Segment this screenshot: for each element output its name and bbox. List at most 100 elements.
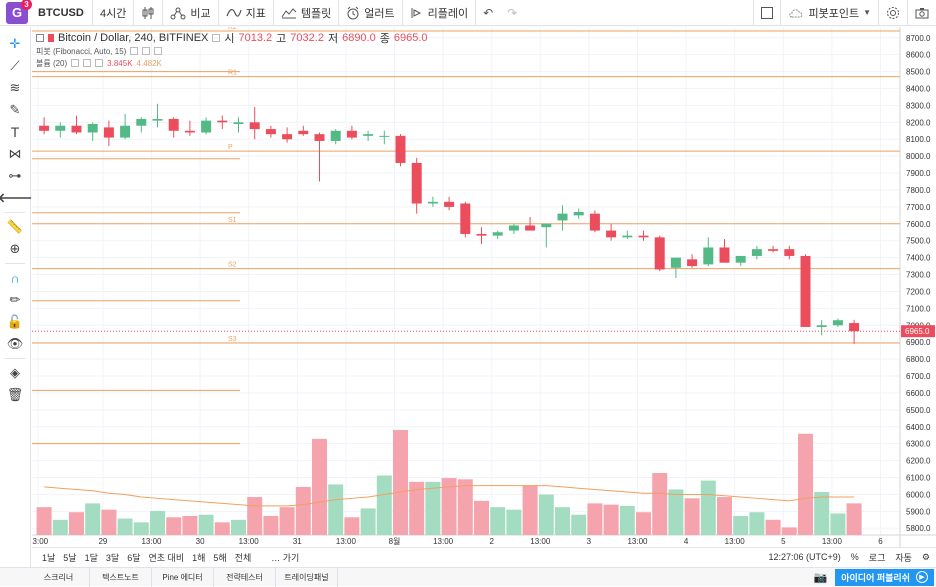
candle-body — [832, 320, 843, 326]
candle — [201, 117, 212, 135]
user-avatar-button[interactable]: G 3 — [6, 0, 32, 24]
magnet-tool[interactable]: ∩ — [0, 267, 30, 289]
pivot-indicator-label[interactable]: 피봇 (Fibonacci, Auto, 15) — [36, 46, 127, 56]
auto-toggle[interactable]: 자동 — [895, 552, 912, 563]
candle — [751, 245, 762, 260]
tab-text-notes[interactable]: 텍스트노트 — [90, 567, 152, 587]
zoom-tool[interactable]: ⊕ — [0, 238, 30, 260]
remove-tool[interactable]: 🗑 — [0, 384, 30, 406]
time-tick-label: 4 — [684, 537, 689, 546]
redo-button[interactable]: ↷ — [500, 0, 524, 26]
range-1m[interactable]: 1달 — [84, 552, 98, 563]
interval-button[interactable]: 4시간 — [92, 0, 133, 26]
volume-bar — [69, 512, 84, 535]
clock-time[interactable]: 12:27:06 (UTC+9) — [768, 552, 841, 562]
undo-button[interactable]: ↶ — [475, 0, 500, 26]
ruler-tool[interactable]: 📏 — [0, 216, 30, 238]
settings-button[interactable] — [878, 0, 907, 26]
candle — [476, 227, 487, 245]
stay-drawing-tool[interactable]: ✏ — [0, 289, 30, 311]
prediction-tool[interactable]: ⊶ — [0, 165, 30, 187]
templates-button[interactable]: 템플릿 — [272, 0, 338, 26]
object-tree-tool[interactable]: ◈ — [0, 362, 30, 384]
fullscreen-button[interactable] — [753, 0, 780, 26]
hide-tool[interactable]: 👁 — [0, 333, 30, 355]
gear-icon[interactable]: ⚙ — [921, 551, 930, 562]
candle — [784, 245, 795, 260]
tab-strategy-tester[interactable]: 전략테스터 — [214, 567, 276, 587]
volume-bar — [344, 517, 360, 535]
notification-badge: 3 — [21, 0, 32, 10]
volume-ma-value: 4.482K — [136, 58, 162, 68]
chart-type-button[interactable] — [133, 0, 162, 26]
tab-trading-panel[interactable]: 트레이딩패널 — [276, 567, 338, 587]
candle-body — [784, 249, 795, 256]
price-tick-label: 7500.0 — [906, 237, 931, 246]
tab-pine-editor[interactable]: Pine 에디터 — [152, 567, 214, 587]
volume-bar — [457, 479, 473, 535]
volume-bar — [85, 503, 101, 535]
log-toggle[interactable]: 로그 — [868, 552, 886, 563]
volume-bar — [117, 518, 133, 535]
text-tool[interactable]: T — [0, 121, 30, 143]
last-price-label: 6965.0 — [905, 327, 930, 336]
time-tick-label: 13:00 — [239, 537, 260, 546]
candle-body — [87, 124, 98, 133]
tab-screener[interactable]: 스크리너 — [28, 567, 90, 587]
percent-toggle[interactable]: % — [850, 552, 859, 562]
fib-tool[interactable]: ≋ — [0, 77, 30, 99]
close-value: 6965.0 — [393, 32, 428, 44]
trendline-tool[interactable]: ⟋ — [0, 55, 30, 77]
back-tool[interactable]: 🡐 — [0, 187, 33, 209]
layout-save-button[interactable]: 피봇포인트 ▼ — [780, 0, 878, 26]
goto-button[interactable]: … 가기 — [267, 551, 303, 564]
range-6m[interactable]: 6달 — [127, 552, 141, 563]
settings-icon[interactable] — [142, 47, 151, 55]
camera-button[interactable] — [907, 0, 936, 26]
price-tick-label: 8400.0 — [906, 85, 931, 94]
range-1d[interactable]: 1날 — [42, 552, 56, 563]
replay-button[interactable]: 리플레이 — [401, 0, 475, 26]
lock-tool[interactable]: 🔓 — [0, 311, 30, 333]
range-5d[interactable]: 5날 — [63, 552, 77, 563]
undo-icon: ↶ — [483, 5, 494, 20]
candle — [508, 223, 519, 234]
symbol-search-button[interactable]: BTCUSD — [38, 6, 84, 19]
eye-icon[interactable] — [71, 59, 80, 67]
close-icon[interactable] — [154, 47, 163, 55]
volume-bar — [150, 510, 165, 535]
crosshair-tool[interactable]: ✛ — [0, 33, 30, 55]
publish-idea-button[interactable]: 아이디어 퍼블리쉬 ▶ — [835, 568, 934, 586]
eye-icon[interactable] — [130, 47, 139, 55]
candle-body — [800, 255, 811, 327]
price-chart[interactable]: 5800.0 5900.0 6000.0 6100.0 6200.0 6300.0 6400… — [32, 27, 936, 547]
close-icon[interactable] — [95, 59, 104, 67]
range-5y[interactable]: 5해 — [213, 552, 227, 563]
settings-box-icon[interactable] — [212, 34, 221, 42]
prediction-icon: ⊶ — [8, 168, 22, 183]
range-all[interactable]: 전체 — [234, 552, 252, 563]
price-tick-label: 8600.0 — [906, 51, 931, 60]
collapse-icon[interactable] — [36, 34, 44, 42]
arrow-left-icon: 🡐 — [0, 190, 33, 205]
volume-bar — [733, 516, 749, 535]
candle-body — [136, 118, 147, 126]
range-ytd[interactable]: 연초 대비 — [148, 552, 185, 563]
indicators-button[interactable]: 지표 — [217, 0, 273, 26]
volume-indicator-label[interactable]: 볼륨 (20) — [36, 58, 68, 68]
volume-bar — [247, 497, 263, 535]
alert-button[interactable]: 얼러트 — [338, 0, 401, 26]
compare-button[interactable]: 비교 — [162, 0, 217, 26]
legend-title: Bitcoin / Dollar, 240, BITFINEX — [58, 32, 209, 44]
brush-tool[interactable]: ✎ — [0, 99, 30, 121]
pattern-tool[interactable]: ⋈ — [0, 143, 30, 165]
range-3m[interactable]: 3달 — [105, 552, 120, 563]
trash-icon: 🗑 — [6, 387, 24, 402]
price-tick-label: 6000.0 — [906, 490, 931, 499]
time-tick-label: 8월 — [389, 536, 401, 546]
camera-icon[interactable]: 📷 — [813, 571, 828, 584]
settings-icon[interactable] — [83, 59, 92, 67]
price-tick-label: 8500.0 — [906, 68, 931, 77]
range-1y[interactable]: 1해 — [192, 552, 206, 563]
price-tick-label: 6800.0 — [906, 355, 931, 364]
